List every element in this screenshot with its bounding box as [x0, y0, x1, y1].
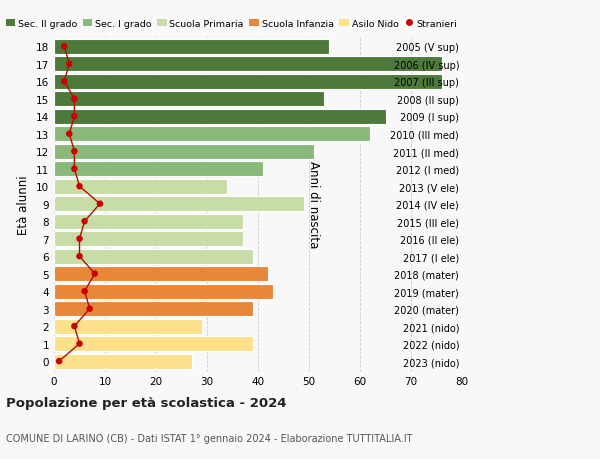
Point	[90, 270, 100, 278]
Point	[74, 235, 84, 243]
Text: COMUNE DI LARINO (CB) - Dati ISTAT 1° gennaio 2024 - Elaborazione TUTTITALIA.IT: COMUNE DI LARINO (CB) - Dati ISTAT 1° ge…	[6, 433, 413, 442]
Bar	[54, 354, 192, 369]
Bar	[54, 92, 325, 107]
Y-axis label: Età alunni: Età alunni	[17, 174, 31, 234]
Bar	[54, 214, 243, 229]
Bar	[54, 110, 386, 124]
Y-axis label: Anni di nascita: Anni di nascita	[307, 161, 320, 248]
Bar	[54, 267, 268, 281]
Point	[95, 201, 105, 208]
Point	[59, 78, 69, 86]
Point	[70, 166, 79, 173]
Bar	[54, 179, 227, 194]
Bar	[54, 232, 243, 246]
Text: Popolazione per età scolastica - 2024: Popolazione per età scolastica - 2024	[6, 396, 287, 409]
Bar	[54, 75, 442, 90]
Bar	[54, 284, 274, 299]
Point	[59, 44, 69, 51]
Bar	[54, 127, 370, 142]
Bar	[54, 162, 263, 177]
Bar	[54, 319, 202, 334]
Point	[70, 96, 79, 103]
Legend: Sec. II grado, Sec. I grado, Scuola Primaria, Scuola Infanzia, Asilo Nido, Stran: Sec. II grado, Sec. I grado, Scuola Prim…	[5, 20, 457, 28]
Point	[70, 113, 79, 121]
Point	[80, 288, 89, 295]
Point	[85, 305, 95, 313]
Point	[70, 323, 79, 330]
Point	[70, 148, 79, 156]
Bar	[54, 336, 253, 351]
Point	[65, 61, 74, 68]
Point	[80, 218, 89, 225]
Bar	[54, 40, 329, 55]
Point	[74, 183, 84, 190]
Point	[54, 358, 64, 365]
Bar	[54, 302, 253, 316]
Bar	[54, 249, 253, 264]
Point	[74, 253, 84, 260]
Bar	[54, 197, 304, 212]
Point	[74, 340, 84, 347]
Point	[65, 131, 74, 138]
Bar	[54, 57, 442, 72]
Bar	[54, 145, 314, 159]
